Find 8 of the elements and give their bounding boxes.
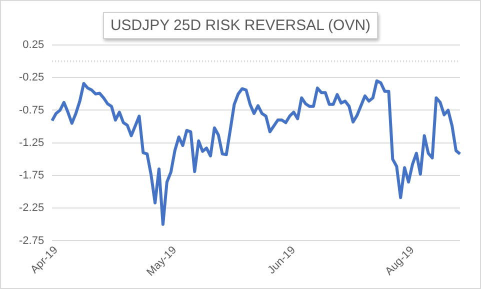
y-tick-label: 0.25 (22, 39, 44, 52)
y-tick-label: -2.25 (18, 202, 44, 214)
y-tick-label: -1.25 (18, 136, 44, 149)
chart-title: USDJPY 25D RISK REVERSAL (OVN) (103, 12, 378, 39)
y-tick-label: -0.25 (18, 72, 44, 84)
y-tick-label: -1.75 (18, 170, 44, 182)
y-tick-label: -2.75 (18, 234, 44, 247)
y-tick-label: -0.75 (18, 104, 44, 116)
